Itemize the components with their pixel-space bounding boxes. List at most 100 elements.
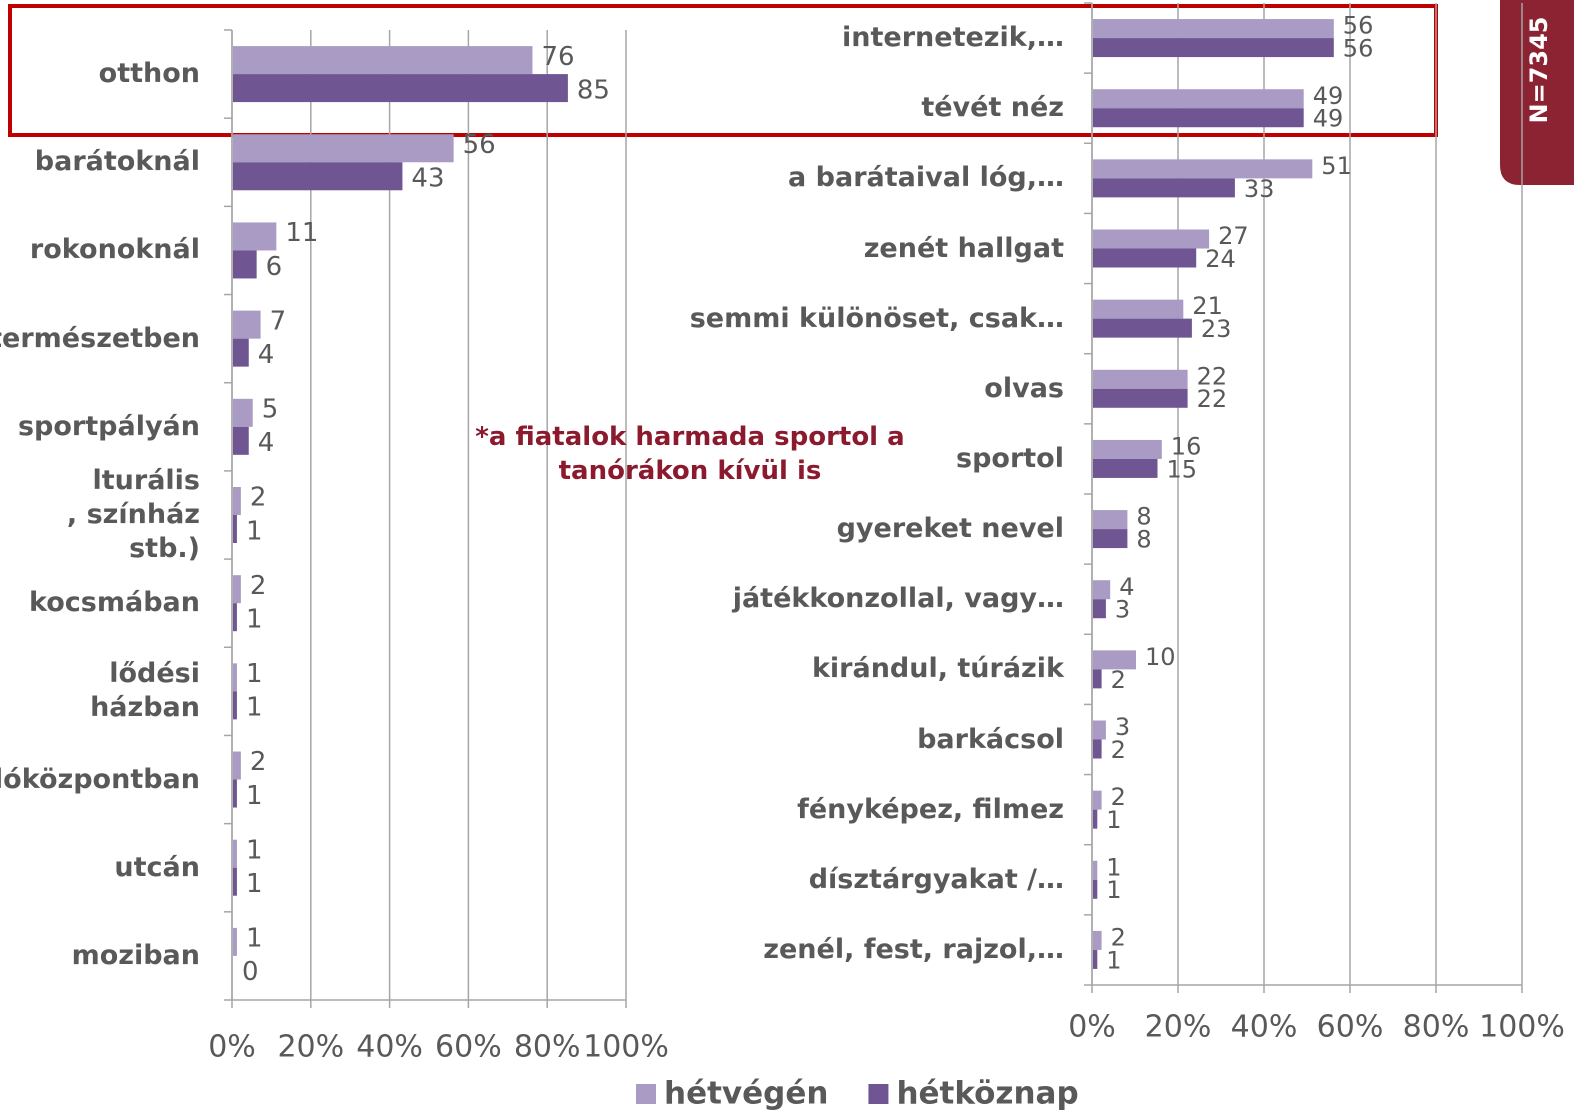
value-label: 3 [1115,596,1130,624]
bar [233,487,241,515]
bar [1093,369,1188,389]
category-label: semmi különöset, csak… [689,302,1064,334]
value-label: 49 [1313,82,1344,110]
bar [233,398,253,427]
value-label: 1 [1106,946,1121,974]
bar [233,751,241,780]
value-label: 21 [1192,292,1223,320]
annotation: *a fiatalok harmada sportol a tanórákon … [475,422,905,486]
value-label: 10 [1145,643,1176,671]
category-label: játékkonzollal, vagy… [732,583,1064,615]
value-label: 43 [411,164,444,194]
category-label: rokonoknál [29,234,200,266]
category-label: zenét hallgat [863,232,1064,264]
bar [1093,879,1098,899]
category-label: lturális , színház stb.) [66,465,200,564]
value-label: 15 [1167,455,1198,483]
legend-swatch [868,1084,889,1104]
value-label: 8 [1136,525,1151,553]
bar [1093,89,1304,109]
value-label: 22 [1197,385,1228,413]
category-label: tévét néz [921,92,1064,124]
bar [1093,580,1111,600]
bar [233,575,241,604]
x-tick-label: 0% [208,1030,256,1065]
bar [1093,510,1128,530]
bar [233,310,261,339]
bar [1093,790,1102,810]
x-tick-label: 100% [1479,1010,1565,1045]
x-tick-label: 40% [356,1030,423,1065]
category-label: barkácsol [917,723,1064,755]
value-label: 2 [1111,783,1126,811]
x-tick-label: 60% [1317,1010,1384,1045]
value-label: 11 [285,218,318,248]
bar [1093,229,1210,249]
value-label: 2 [1111,736,1126,764]
category-label: moziban [71,939,200,971]
value-label: 1 [246,659,263,689]
value-label: 4 [1119,573,1134,601]
bar [1093,178,1235,198]
bar [233,338,249,367]
badge [1500,0,1574,185]
bar [233,250,257,279]
legend-swatch [636,1084,656,1104]
value-label: 2 [1111,924,1126,952]
value-label: 2 [250,571,267,601]
bar [1093,669,1102,689]
value-label: 2 [250,483,267,513]
value-label: 27 [1218,222,1249,250]
bar [233,839,237,868]
bar [1093,949,1098,969]
category-label: kocsmában [29,587,200,619]
value-label: 23 [1201,315,1232,343]
value-label: 33 [1244,175,1275,203]
bar [1093,860,1098,880]
value-label: 7 [270,306,287,336]
bar [1093,299,1184,319]
category-label: barátoknál [34,146,200,178]
value-label: 56 [1343,12,1374,40]
value-label: 1 [246,869,263,899]
value-label: 8 [1136,503,1151,531]
category-label: fényképez, filmez [797,793,1064,825]
value-label: 4 [258,340,275,370]
value-label: 85 [577,75,610,105]
sample-size: N=7345 [1525,17,1553,124]
value-label: 1 [1106,806,1121,834]
bar [1093,739,1102,759]
value-label: 1 [246,516,263,546]
category-label: lóközpontban [0,763,200,795]
category-label: utcán [114,851,200,883]
value-label: 24 [1205,245,1236,273]
bar [233,46,533,75]
x-tick-label: 40% [1231,1010,1298,1045]
value-label: 56 [1343,34,1374,62]
bar [1093,930,1102,950]
bar [233,691,237,720]
x-tick-label: 80% [514,1030,581,1065]
value-label: 51 [1321,152,1352,180]
value-label: 4 [258,428,275,458]
value-label: 3 [1115,713,1130,741]
value-label: 0 [242,957,259,987]
bar [233,162,403,191]
value-label: 2 [1111,666,1126,694]
value-label: 1 [246,604,263,634]
legend-label: hétvégén [664,1076,828,1112]
category-label: gyereket nevel [836,513,1064,545]
bar [233,74,568,103]
bar [1093,529,1128,549]
bar [233,603,237,632]
bar [1093,159,1313,179]
category-label: sportol [956,442,1064,474]
x-tick-label: 20% [1145,1010,1212,1045]
bar [233,426,249,455]
bar [1093,248,1197,268]
category-label: dísztárgyakat /… [808,863,1064,895]
bar [1093,809,1098,829]
bar [1093,720,1106,740]
